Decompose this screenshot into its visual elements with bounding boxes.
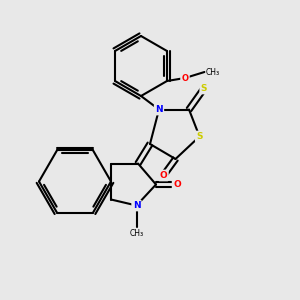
Text: O: O (160, 171, 167, 180)
Text: CH₃: CH₃ (129, 230, 144, 238)
Text: S: S (196, 132, 203, 141)
Text: S: S (201, 84, 207, 93)
Text: N: N (133, 201, 140, 210)
Text: O: O (173, 180, 181, 189)
Text: N: N (155, 105, 163, 114)
Text: O: O (182, 74, 188, 82)
Text: CH₃: CH₃ (206, 68, 220, 76)
